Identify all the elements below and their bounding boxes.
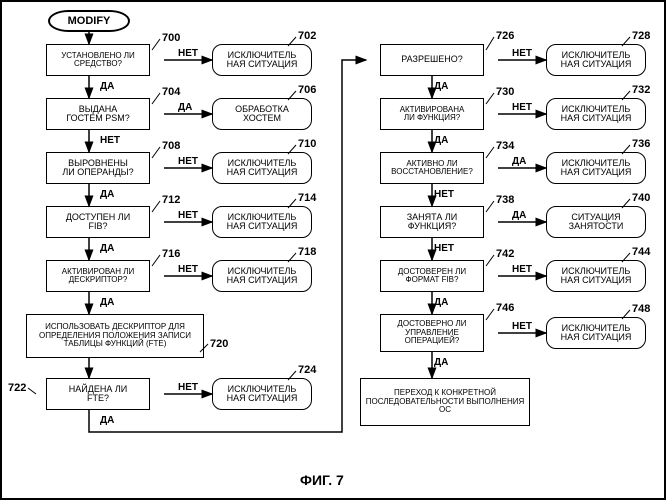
process-final: ПЕРЕХОД К КОНКРЕТНОЙ ПОСЛЕДОВАТЕЛЬНОСТИ … [360,378,530,426]
num-718: 718 [298,246,316,258]
label-730-no: НЕТ [512,102,532,113]
outcome-744: ИСКЛЮЧИТЕЛЬ НАЯ СИТУАЦИЯ [546,260,646,292]
label-742-yes: ДА [434,297,448,308]
num-708: 708 [162,140,180,152]
decision-726: РАЗРЕШЕНО? [380,44,484,76]
num-700: 700 [162,32,180,44]
num-746: 746 [496,302,514,314]
label-708-no: НЕТ [178,156,198,167]
num-722: 722 [8,382,26,394]
num-732: 732 [632,84,650,96]
decision-712: ДОСТУПЕН ЛИ FIB? [46,206,150,238]
decision-738: ЗАНЯТА ЛИ ФУНКЦИЯ? [380,206,484,238]
label-704-no: НЕТ [100,135,120,146]
label-722-no: НЕТ [178,382,198,393]
outcome-702: ИСКЛЮЧИТЕЛЬ НАЯ СИТУАЦИЯ [212,44,312,76]
decision-742: ДОСТОВЕРЕН ЛИ ФОРМАТ FIB? [380,260,484,292]
label-734-yes: ДА [512,156,526,167]
num-706: 706 [298,84,316,96]
decision-700-text: УСТАНОВЛЕНО ЛИ СРЕДСТВО? [61,52,135,69]
decision-704: ВЫДАНА ГОСТЕМ PSM? [46,98,150,130]
process-720: ИСПОЛЬЗОВАТЬ ДЕСКРИПТОР ДЛЯ ОПРЕДЕЛЕНИЯ … [26,314,204,358]
label-734-no: НЕТ [434,189,454,200]
label-738-yes: ДА [512,210,526,221]
label-742-no: НЕТ [512,264,532,275]
outcome-706: ОБРАБОТКА ХОСТЕМ [212,98,312,130]
decision-708: ВЫРОВНЕНЫ ЛИ ОПЕРАНДЫ? [46,152,150,184]
num-734: 734 [496,140,514,152]
num-738: 738 [496,194,514,206]
label-746-yes: ДА [434,357,448,368]
outcome-748: ИСКЛЮЧИТЕЛЬ НАЯ СИТУАЦИЯ [546,317,646,349]
figure-caption: ФИГ. 7 [300,472,344,488]
num-704: 704 [162,86,180,98]
decision-722: НАЙДЕНА ЛИ FTE? [46,378,150,410]
num-724: 724 [298,364,316,376]
label-746-no: НЕТ [512,321,532,332]
label-722-yes: ДА [100,415,114,426]
decision-716: АКТИВИРОВАН ЛИ ДЕСКРИПТОР? [46,260,150,292]
num-744: 744 [632,246,650,258]
label-712-yes: ДА [100,243,114,254]
num-730: 730 [496,86,514,98]
num-702: 702 [298,30,316,42]
label-704-yes: ДА [178,102,192,113]
num-716: 716 [162,248,180,260]
label-716-yes: ДА [100,297,114,308]
outcome-740: СИТУАЦИЯ ЗАНЯТОСТИ [546,206,646,238]
num-736: 736 [632,138,650,150]
label-716-no: НЕТ [178,264,198,275]
flowchart-canvas: MODIFY УСТАНОВЛЕНО ЛИ СРЕДСТВО? 700 ИСКЛ… [0,0,666,500]
num-726: 726 [496,30,514,42]
outcome-724: ИСКЛЮЧИТЕЛЬ НАЯ СИТУАЦИЯ [212,378,312,410]
label-712-no: НЕТ [178,210,198,221]
num-712: 712 [162,194,180,206]
decision-700: УСТАНОВЛЕНО ЛИ СРЕДСТВО? [46,44,150,76]
outcome-736: ИСКЛЮЧИТЕЛЬ НАЯ СИТУАЦИЯ [546,152,646,184]
outcome-718: ИСКЛЮЧИТЕЛЬ НАЯ СИТУАЦИЯ [212,260,312,292]
label-726-yes: ДА [434,81,448,92]
num-728: 728 [632,30,650,42]
decision-730: АКТИВИРОВАНА ЛИ ФУНКЦИЯ? [380,98,484,130]
num-720: 720 [210,338,228,350]
outcome-728: ИСКЛЮЧИТЕЛЬ НАЯ СИТУАЦИЯ [546,44,646,76]
num-714: 714 [298,192,316,204]
outcome-732: ИСКЛЮЧИТЕЛЬ НАЯ СИТУАЦИЯ [546,98,646,130]
label-700-no: НЕТ [178,48,198,59]
label-738-no: НЕТ [434,243,454,254]
num-742: 742 [496,248,514,260]
num-710: 710 [298,138,316,150]
decision-734: АКТИВНО ЛИ ВОССТАНОВЛЕНИЕ? [380,152,484,184]
outcome-714: ИСКЛЮЧИТЕЛЬ НАЯ СИТУАЦИЯ [212,206,312,238]
label-730-yes: ДА [434,135,448,146]
decision-746: ДОСТОВЕРНО ЛИ УПРАВЛЕНИЕ ОПЕРАЦИЕЙ? [380,314,484,352]
num-740: 740 [632,192,650,204]
label-700-yes: ДА [100,81,114,92]
num-748: 748 [632,303,650,315]
terminal-modify: MODIFY [48,10,130,32]
label-726-no: НЕТ [512,48,532,59]
label-708-yes: ДА [100,189,114,200]
outcome-710: ИСКЛЮЧИТЕЛЬ НАЯ СИТУАЦИЯ [212,152,312,184]
